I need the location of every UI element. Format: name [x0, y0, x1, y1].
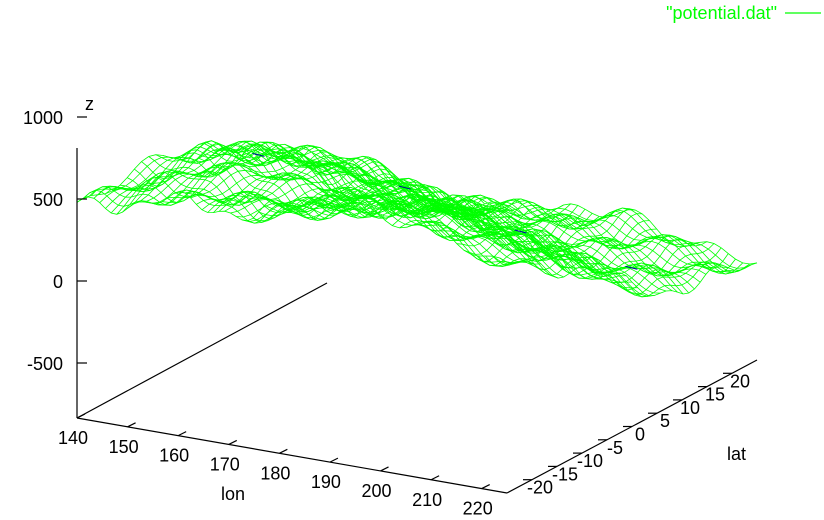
mesh-line-lon — [506, 258, 758, 297]
mesh-line-lon — [148, 156, 399, 216]
z-axis-label: z — [85, 94, 94, 114]
mesh-line-lon — [263, 146, 514, 219]
mesh-line-lon — [220, 143, 471, 215]
y-tick-label: -10 — [577, 451, 603, 471]
x-tick-mark — [76, 413, 86, 419]
mesh-line-lon — [492, 251, 743, 296]
mesh-line-lon — [277, 144, 528, 220]
legend-label: "potential.dat" — [666, 3, 777, 23]
mesh-line-lon — [463, 235, 715, 277]
mesh-underside — [398, 185, 411, 190]
x-axis-label: lon — [221, 484, 245, 504]
mesh-line-lon — [191, 141, 442, 219]
mesh-line-lon — [478, 244, 729, 283]
mesh-underside — [252, 152, 265, 157]
x-tick-label: 200 — [362, 481, 392, 501]
x-tick-mark — [279, 448, 288, 454]
x-tick-label: 140 — [58, 428, 88, 448]
mesh-line-lon — [320, 167, 571, 231]
x-tick-label: 160 — [159, 446, 189, 466]
mesh-line-lon — [170, 143, 421, 219]
x-axis-line — [76, 417, 508, 494]
legend: "potential.dat" — [666, 3, 821, 23]
mesh-line-lon — [306, 161, 557, 225]
y-tick-label: 0 — [635, 425, 645, 445]
y-tick-label: -15 — [552, 464, 578, 484]
x-tick-mark — [329, 457, 339, 463]
x-tick-mark — [430, 475, 440, 481]
x-tick-label: 190 — [311, 472, 341, 492]
mesh-line-lon — [341, 180, 593, 231]
y-tick-label: 20 — [730, 371, 750, 391]
z-tick-label: -500 — [27, 354, 63, 374]
mesh-line-lat — [218, 179, 650, 298]
x-tick-label: 180 — [260, 463, 290, 483]
x-tick-mark — [481, 484, 490, 490]
mesh-line-lon — [406, 211, 657, 259]
mesh-line-lon — [499, 257, 751, 298]
mesh-line-lon — [313, 162, 564, 230]
x-tick-label: 150 — [109, 437, 139, 457]
mesh-underside — [625, 265, 638, 270]
y-tick-label: 10 — [680, 398, 700, 418]
mesh-line-lon — [112, 171, 363, 221]
z-axis-ticks: -500 0 500 1000 — [23, 108, 87, 374]
x-tick-label: 170 — [210, 454, 240, 474]
y-axis-label: lat — [727, 444, 746, 464]
x-tick-mark — [228, 439, 238, 446]
x-tick-mark — [380, 466, 389, 472]
x-tick-label: 220 — [463, 499, 493, 519]
y-tick-label: 15 — [705, 385, 725, 405]
mesh-line-lon — [370, 194, 621, 250]
mesh-line-lon — [98, 184, 349, 219]
z-tick-label: 1000 — [23, 108, 63, 128]
mesh-line-lon — [428, 220, 679, 269]
mesh-line-lon — [127, 170, 378, 216]
mesh-underside — [514, 229, 527, 234]
mesh-line-lon — [449, 232, 700, 272]
mesh-line-lon — [442, 227, 693, 274]
mesh-line-lon — [213, 148, 464, 213]
x-tick-mark — [177, 431, 187, 437]
y-tick-label: -5 — [607, 438, 623, 458]
y-tick-label: -20 — [527, 478, 553, 498]
z-tick-label: 0 — [53, 272, 63, 292]
y-tick-label: 5 — [660, 411, 670, 431]
x-tick-mark — [127, 422, 136, 428]
mesh-line-lon — [356, 193, 607, 238]
mesh-line-lon — [363, 193, 614, 244]
mesh-line-lon — [413, 218, 664, 261]
x-axis-ticks: 140 150 160 170 180 190 200 210 220 — [58, 413, 493, 519]
back-axis-line — [76, 282, 328, 419]
mesh-line-lon — [377, 197, 629, 253]
surface-mesh — [76, 140, 758, 298]
x-tick-label: 210 — [412, 490, 442, 510]
mesh-line-lon — [299, 153, 550, 218]
z-tick-label: 500 — [33, 190, 63, 210]
